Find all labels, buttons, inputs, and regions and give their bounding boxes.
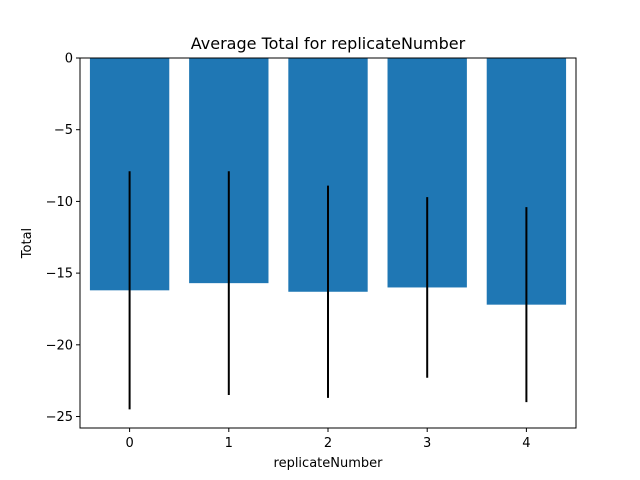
chart-title: Average Total for replicateNumber — [191, 34, 466, 53]
y-tick-label: 0 — [65, 52, 73, 67]
y-tick-label: −20 — [46, 338, 73, 353]
y-axis-label: Total — [20, 228, 35, 259]
x-tick-label-2: 2 — [324, 436, 332, 451]
x-axis: 0 1 2 3 4 — [125, 428, 531, 451]
y-tick-label: −25 — [46, 410, 73, 425]
x-tick-label-3: 3 — [423, 436, 431, 451]
y-tick-label: −10 — [46, 195, 73, 210]
x-tick-label-1: 1 — [225, 436, 233, 451]
y-tick-label: −5 — [54, 123, 73, 138]
x-axis-label: replicateNumber — [274, 456, 384, 471]
y-axis: 0 −5 −10 −15 −20 −25 — [46, 52, 80, 425]
error-bars-group — [128, 171, 528, 410]
x-tick-label-4: 4 — [522, 436, 530, 451]
y-tick-label: −15 — [46, 267, 73, 282]
x-tick-label-0: 0 — [125, 436, 133, 451]
